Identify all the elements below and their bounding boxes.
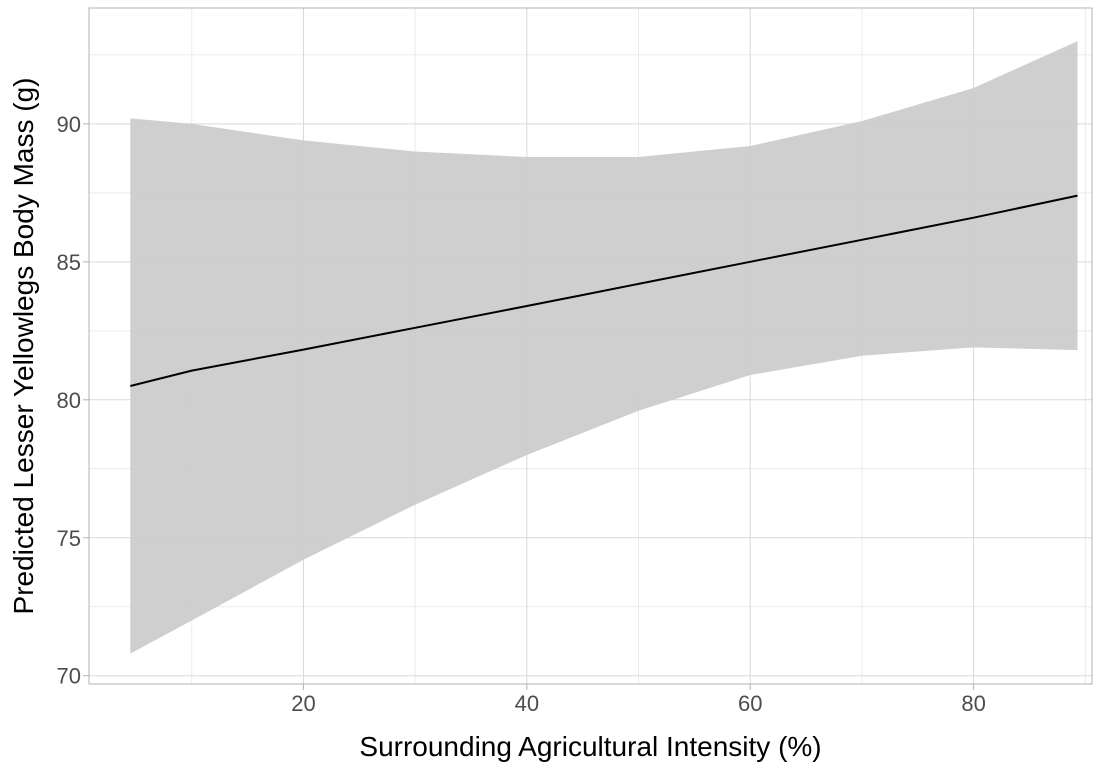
- y-tick-label: 90: [57, 112, 81, 137]
- x-axis-ticks: 20 40 60 80: [291, 684, 986, 716]
- confidence-ribbon: [130, 41, 1078, 654]
- x-tick-label: 60: [738, 691, 762, 716]
- y-axis-ticks: 70 75 80 85 90: [57, 112, 89, 689]
- fit-line: [130, 194, 1078, 387]
- x-tick-label: 80: [961, 691, 985, 716]
- y-tick-label: 75: [57, 526, 81, 551]
- y-tick-label: 85: [57, 250, 81, 275]
- x-tick-label: 40: [515, 691, 539, 716]
- x-tick-label: 20: [291, 691, 315, 716]
- x-axis-title: Surrounding Agricultural Intensity (%): [359, 731, 821, 762]
- panel-border: [88, 7, 1093, 685]
- y-tick-label: 80: [57, 388, 81, 413]
- y-axis-title: Predicted Lesser Yellowlegs Body Mass (g…: [8, 78, 39, 615]
- y-tick-label: 70: [57, 664, 81, 689]
